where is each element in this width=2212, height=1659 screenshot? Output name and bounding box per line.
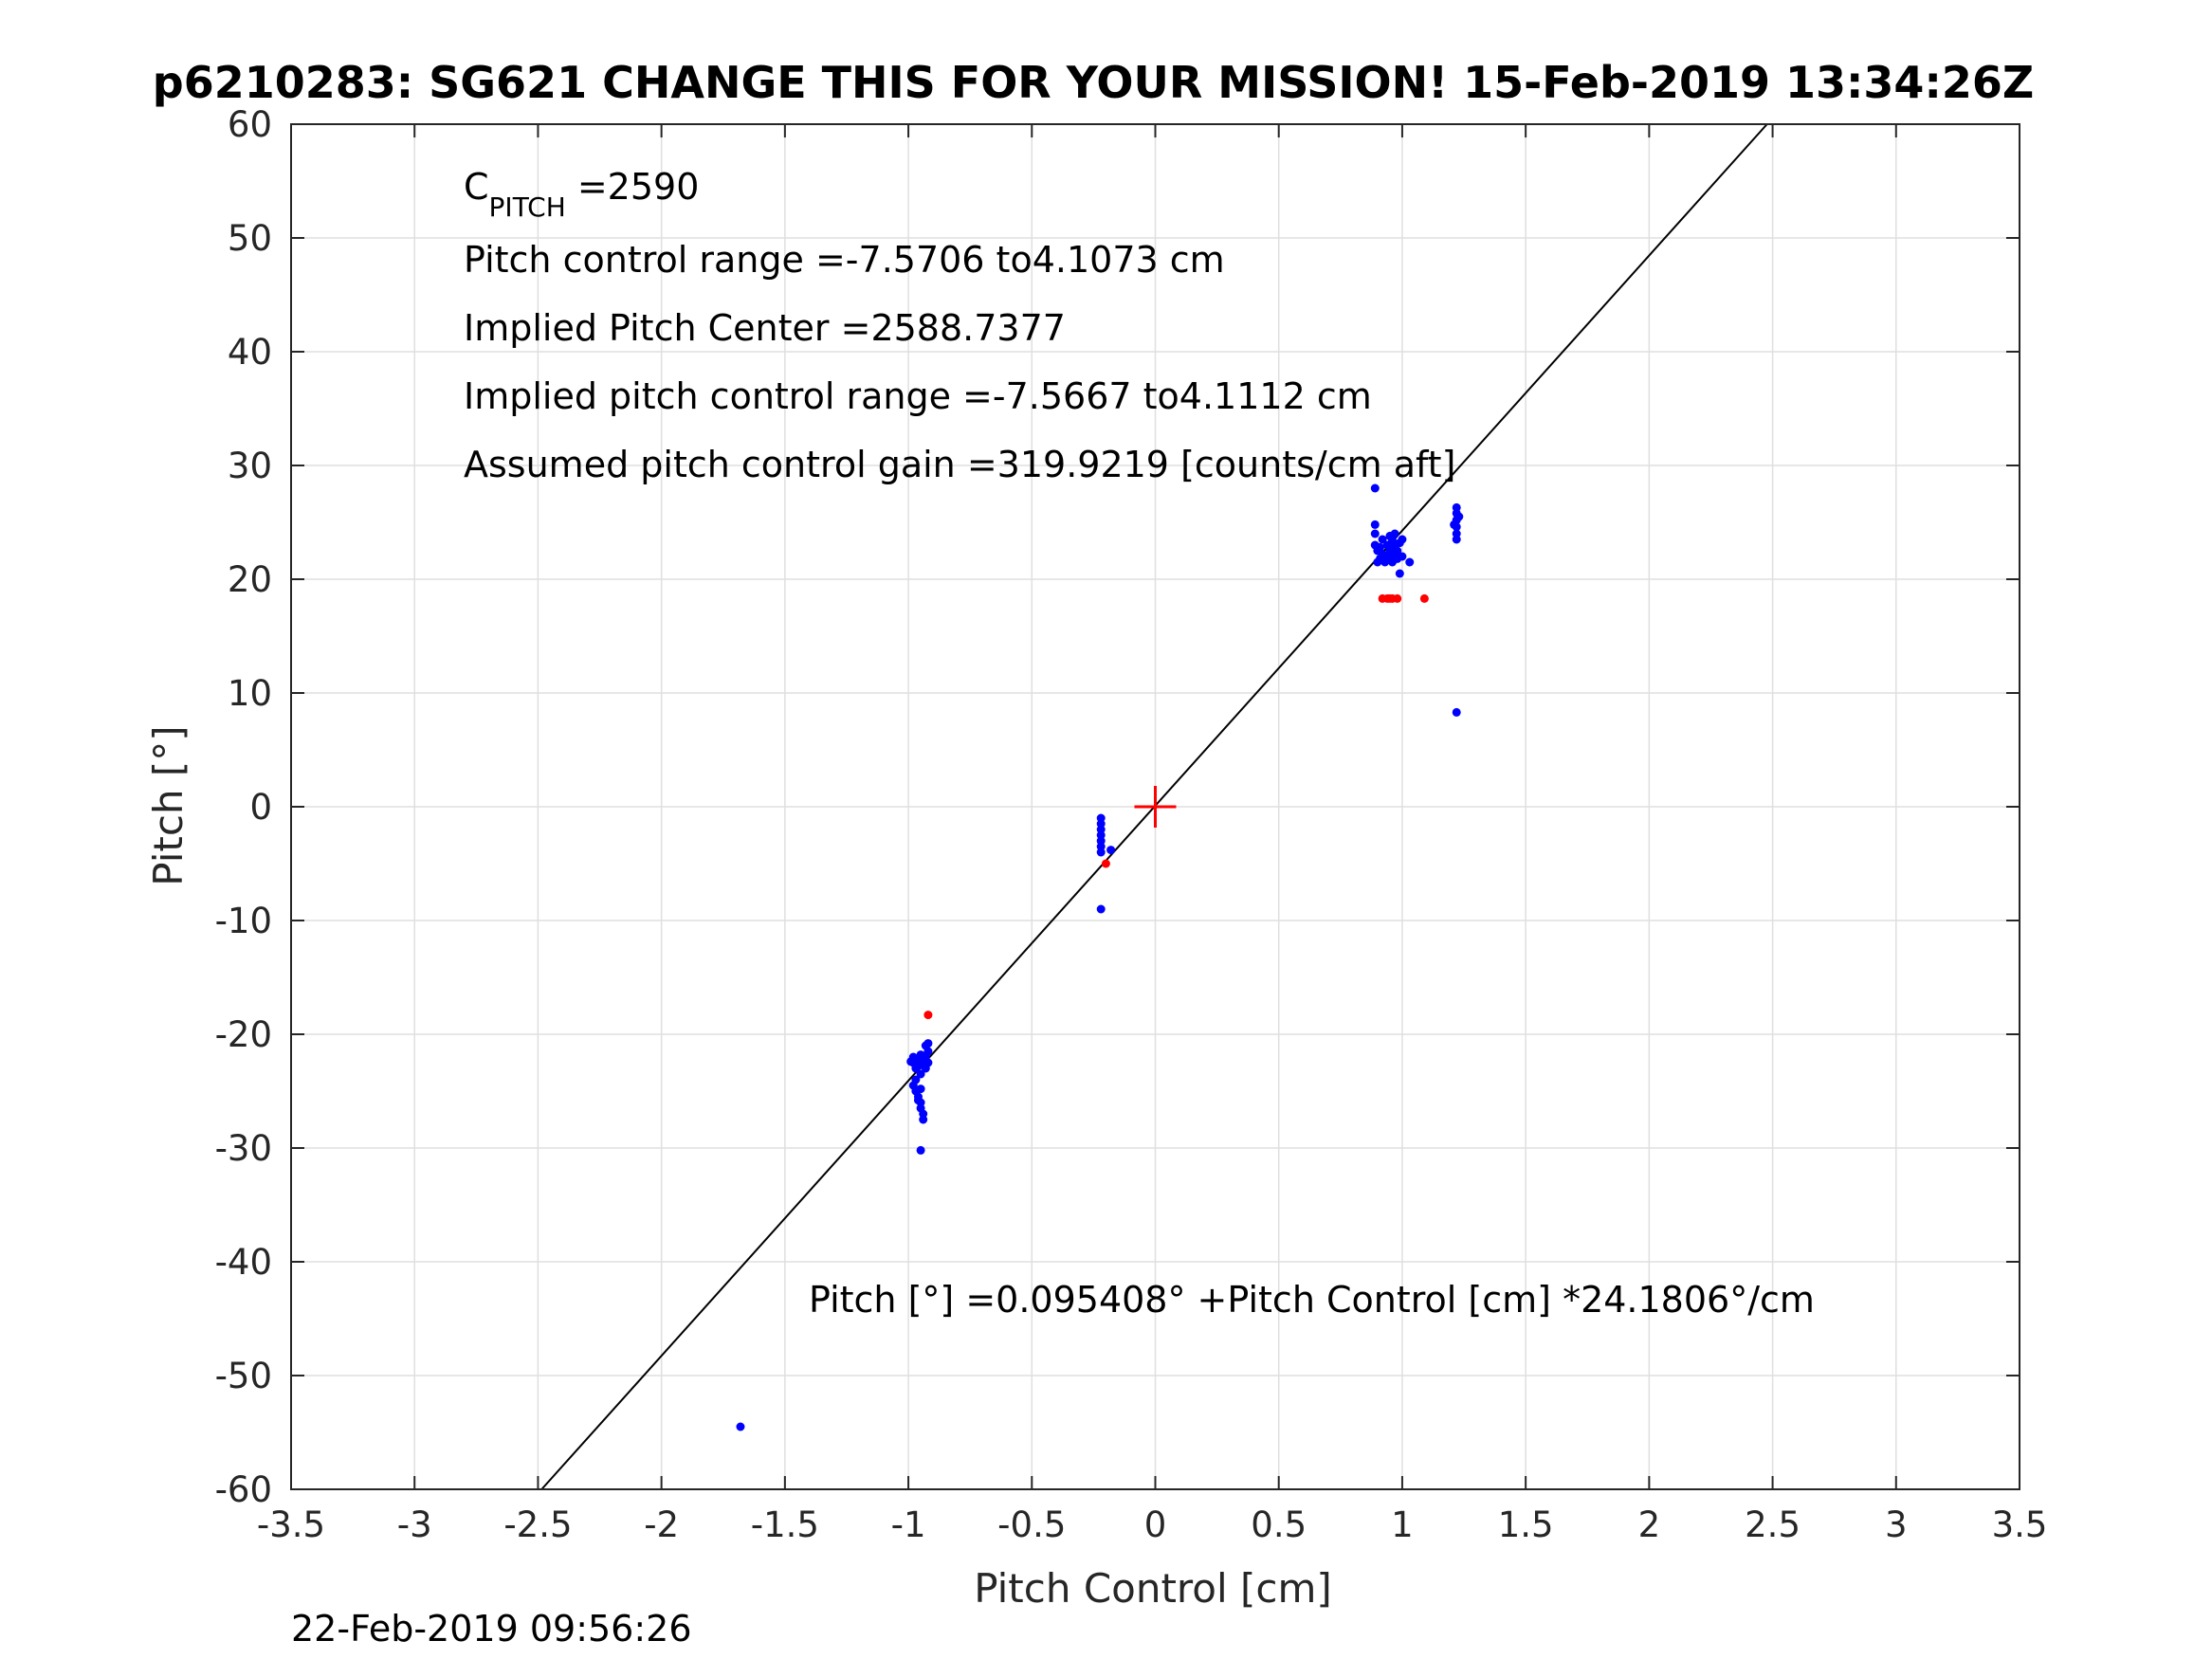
y-tick-label: 40 <box>228 332 272 373</box>
x-tick-label: -3.5 <box>257 1504 325 1545</box>
data-point <box>1378 535 1387 544</box>
data-point <box>1393 593 1402 603</box>
data-point <box>1096 904 1106 914</box>
data-point <box>916 1085 925 1094</box>
data-point <box>1370 529 1380 538</box>
x-tick-label: 3.5 <box>1992 1504 2048 1545</box>
data-point <box>923 1039 933 1048</box>
x-tick-label: 2 <box>1638 1504 1661 1545</box>
data-point <box>919 1115 928 1124</box>
annotation-c-pitch: CPITCH =2590 <box>464 166 699 223</box>
annotation-implied-range: Implied pitch control range =-7.5667 to4… <box>464 375 1372 417</box>
y-tick-label: -40 <box>215 1242 272 1283</box>
y-tick-label: 60 <box>228 104 272 145</box>
x-tick-label: -2.5 <box>503 1504 572 1545</box>
c-pitch-subscript: PITCH <box>489 191 566 223</box>
annotation-fit-equation: Pitch [°] =0.095408° +Pitch Control [cm]… <box>809 1279 1815 1321</box>
data-point <box>1106 846 1116 855</box>
data-point <box>919 1057 928 1066</box>
x-tick-label: -1 <box>891 1504 926 1545</box>
data-point <box>1370 520 1380 529</box>
series-1 <box>923 593 1429 1020</box>
data-point <box>1375 554 1384 563</box>
x-tick-label: -1.5 <box>751 1504 819 1545</box>
annotation-pitch-range: Pitch control range =-7.5706 to4.1073 cm <box>464 239 1225 281</box>
data-point <box>1398 552 1407 561</box>
data-point <box>736 1422 745 1431</box>
y-tick-label: 50 <box>228 218 272 259</box>
data-point <box>1398 535 1407 544</box>
data-point <box>906 1057 916 1066</box>
x-axis-label: Pitch Control [cm] <box>974 1565 1332 1612</box>
data-point <box>1450 520 1459 529</box>
x-tick-label: -3 <box>397 1504 432 1545</box>
y-tick-label: -50 <box>215 1356 272 1396</box>
data-point <box>1375 542 1384 552</box>
data-point <box>913 1096 923 1105</box>
y-tick-label: 0 <box>249 787 272 828</box>
x-tick-label: -0.5 <box>997 1504 1066 1545</box>
x-tick-label: 0.5 <box>1251 1504 1307 1545</box>
data-point <box>1101 859 1110 868</box>
data-point <box>1395 569 1404 578</box>
data-point <box>916 1069 925 1079</box>
y-tick-label: 20 <box>228 559 272 600</box>
x-tick-label: 1 <box>1391 1504 1414 1545</box>
y-axis-label: Pitch [°] <box>145 725 192 885</box>
grid <box>290 123 2020 1490</box>
ticks: -3.5 -3 -2.5 -2 -1.5 -1 -0.5 0 0.5 1 1.5 2 2.5 3 3.5 -6… <box>215 104 2048 1545</box>
data-point <box>1382 554 1392 563</box>
data-point <box>916 1145 925 1155</box>
chart-title: p6210283: SG621 CHANGE THIS FOR YOUR MIS… <box>153 57 2034 108</box>
y-tick-label: -10 <box>215 901 272 941</box>
data-point <box>1388 536 1398 545</box>
x-tick-label: 2.5 <box>1745 1504 1801 1545</box>
data-point <box>1452 707 1461 717</box>
y-tick-label: -30 <box>215 1128 272 1169</box>
annotation-implied-center: Implied Pitch Center =2588.7377 <box>464 307 1066 349</box>
c-pitch-base: C <box>464 166 489 208</box>
x-tick-label: 0 <box>1144 1504 1167 1545</box>
x-tick-label: 3 <box>1885 1504 1908 1545</box>
center-marker-layer <box>1134 786 1177 828</box>
data-point <box>1419 593 1429 603</box>
series-0 <box>736 483 1464 1431</box>
data-point <box>1454 512 1464 521</box>
y-tick-label: 10 <box>228 673 272 714</box>
data-point <box>1393 546 1402 556</box>
data-point <box>1370 483 1380 493</box>
data-point <box>1096 848 1106 857</box>
c-pitch-value: =2590 <box>566 166 700 208</box>
data-point <box>1452 535 1461 544</box>
x-tick-label: -2 <box>644 1504 679 1545</box>
y-tick-label: 30 <box>228 446 272 486</box>
data-point <box>921 1064 930 1073</box>
data-points <box>736 483 1464 1431</box>
x-tick-label: 1.5 <box>1498 1504 1554 1545</box>
data-point <box>1405 557 1415 567</box>
data-point <box>1390 529 1399 538</box>
y-tick-label: -20 <box>215 1014 272 1055</box>
footer-timestamp: 22-Feb-2019 09:56:26 <box>291 1608 692 1650</box>
data-point <box>923 1011 933 1020</box>
annotation-gain: Assumed pitch control gain =319.9219 [co… <box>464 444 1455 485</box>
y-tick-label: -60 <box>215 1469 272 1510</box>
